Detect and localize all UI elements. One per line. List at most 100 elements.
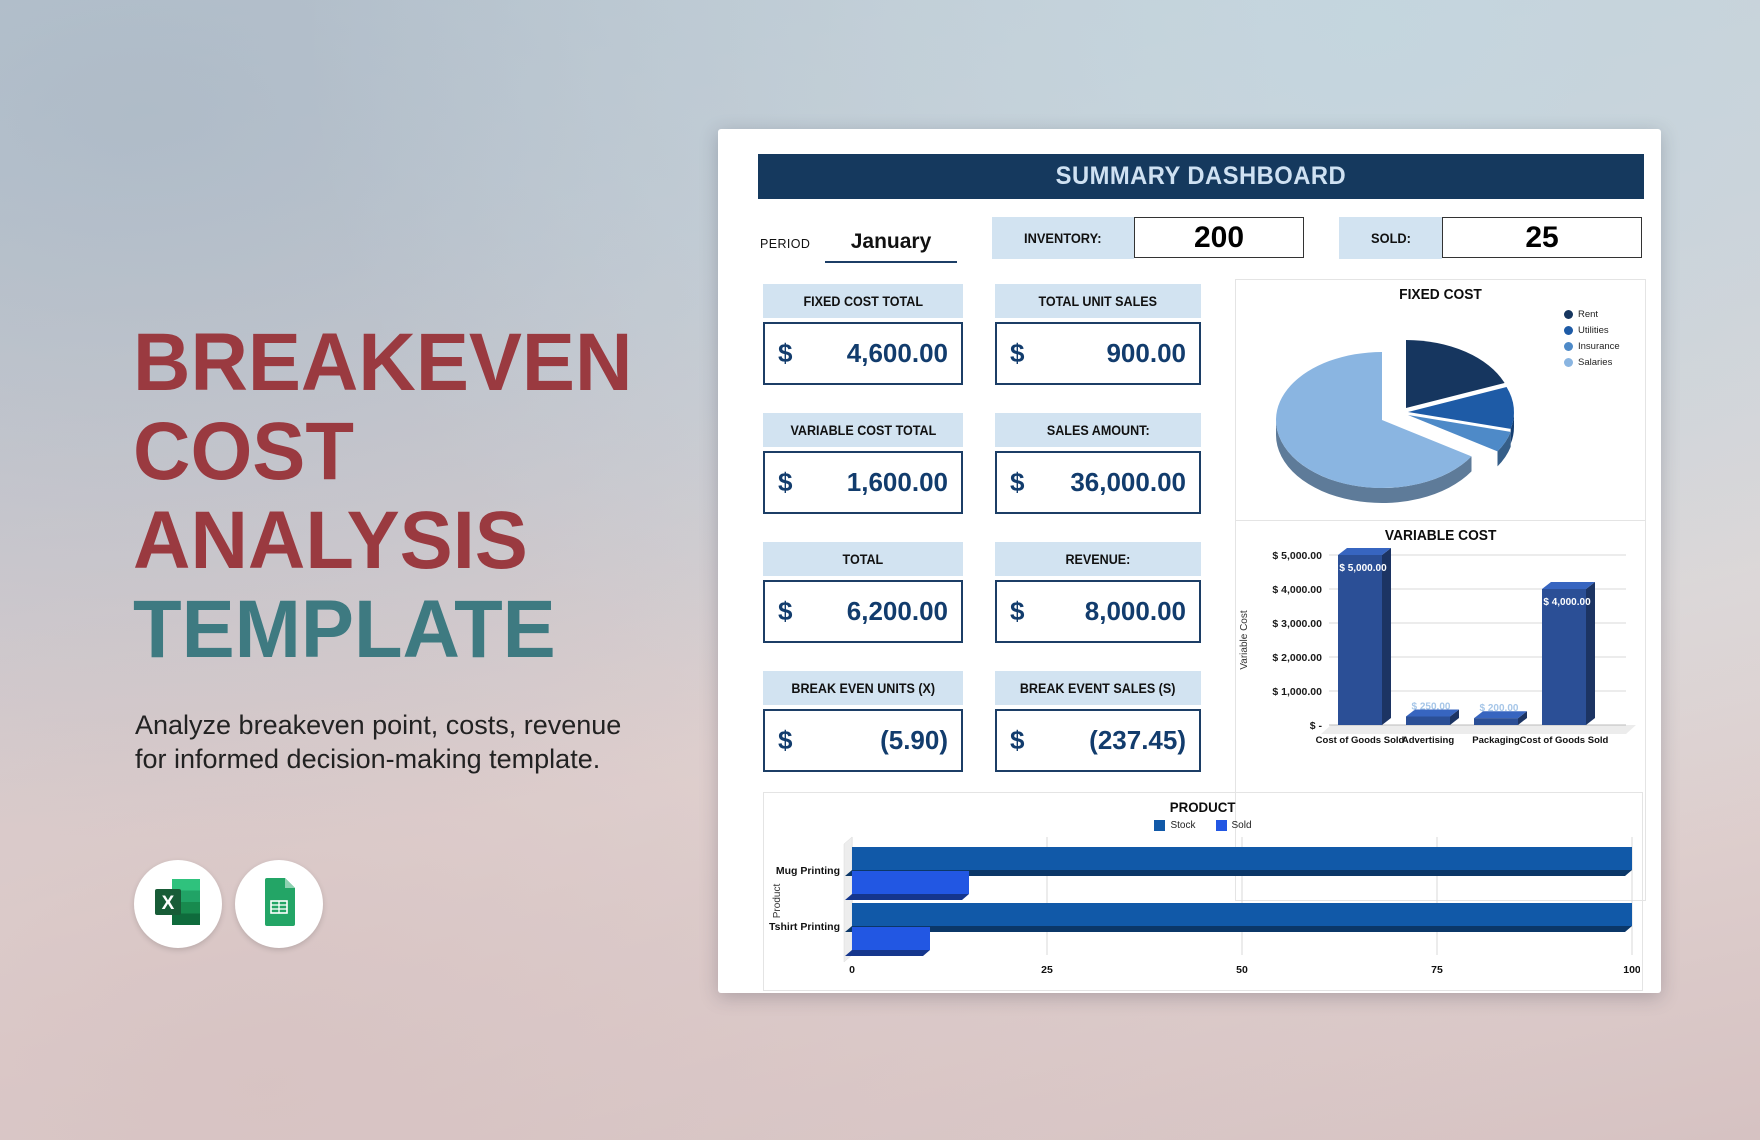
kpi-label: REVENUE: (995, 542, 1201, 576)
hero-title-line-1: BREAKEVEN (133, 317, 633, 408)
product-legend-item-stock: Stock (1154, 820, 1196, 831)
hero-title-line-4: TEMPLATE (133, 584, 556, 675)
kpi-variable-cost-total: VARIABLE COST TOTAL $ 1,600.00 (763, 413, 963, 514)
hbar-stock-mug-printing (852, 847, 1632, 870)
legend-label: Stock (1170, 820, 1196, 831)
kpi-label-text: TOTAL UNIT SALES (1038, 293, 1158, 309)
x-tick-label: 0 (849, 964, 855, 976)
bar-advertising (1406, 716, 1450, 725)
kpi-value-box: $ 4,600.00 (763, 322, 963, 385)
kpi-value-box: $ (5.90) (763, 709, 963, 772)
kpi-label: BREAK EVEN UNITS (X) (763, 671, 963, 705)
kpi-break-even-units: BREAK EVEN UNITS (X) $ (5.90) (763, 671, 963, 772)
currency-symbol: $ (778, 467, 793, 497)
kpi-amount: 8,000.00 (1084, 596, 1186, 626)
kpi-amount: 6,200.00 (846, 596, 948, 626)
pie-legend-item-rent: Rent (1564, 309, 1620, 320)
legend-label: Insurance (1578, 341, 1620, 352)
bar-data-label: $ 4,000.00 (1543, 597, 1591, 608)
pie-slice-salaries (1276, 352, 1472, 488)
pie-slice-utilities (1408, 386, 1514, 429)
kpi-value-box: $ 900.00 (995, 322, 1201, 385)
kpi-amount: (5.90) (880, 725, 948, 755)
bar-data-label: $ 200.00 (1480, 703, 1519, 714)
kpi-label-text: BREAK EVENT SALES (S) (1020, 680, 1176, 696)
fixed-cost-chart-title: FIXED COST (1236, 287, 1645, 303)
hero-description: Analyze breakeven point, costs, revenue … (135, 708, 621, 776)
legend-label: Salaries (1578, 357, 1613, 368)
legend-swatch (1154, 820, 1166, 831)
product-chart-title: PRODUCT (764, 799, 1642, 815)
kpi-total-unit-sales: TOTAL UNIT SALES $ 900.00 (995, 284, 1201, 385)
bar-top (1474, 711, 1527, 719)
chart-title-text: FIXED COST (1399, 287, 1482, 303)
sold-value-cell[interactable]: 25 (1442, 217, 1642, 258)
legend-swatch (1564, 358, 1573, 367)
category-label: Mug Printing (776, 865, 840, 877)
y-tick-label: $ 1,000.00 (1272, 686, 1322, 698)
product-legend: Stock Sold (764, 820, 1642, 831)
hbar-bottom-face (845, 870, 1632, 876)
chart-title-text: PRODUCT (1170, 799, 1236, 815)
y-tick-label: $ 2,000.00 (1272, 652, 1322, 664)
y-axis-title: Product (772, 884, 783, 919)
dashboard-header: SUMMARY DASHBOARD (758, 154, 1644, 199)
hbar-sold-mug-printing (852, 871, 969, 894)
charts-panel: FIXED COST Rent Utilities Insurance Salarie… (1235, 279, 1646, 901)
bar-top (1338, 548, 1391, 555)
dashboard-card: SUMMARY DASHBOARD PERIOD January INVENTO… (718, 129, 1661, 993)
kpi-label-text: SALES AMOUNT: (1046, 422, 1150, 438)
kpi-total: TOTAL $ 6,200.00 (763, 542, 963, 643)
kpi-amount: 36,000.00 (1070, 467, 1186, 497)
hero-title-line-2: COST (133, 406, 354, 497)
legend-swatch (1564, 326, 1573, 335)
hbar-stock-tshirt-printing (852, 903, 1632, 926)
excel-badge: X (134, 860, 222, 948)
bar-side (1450, 709, 1459, 725)
product-legend-item-sold: Sold (1215, 820, 1252, 831)
bar-top (1542, 582, 1595, 589)
x-category-label: Cost of Goods Sold (1316, 735, 1405, 746)
variable-cost-bar-chart: $ - $ 1,000.00 $ 2,000.00 $ 3,000.00 $ 4,000… (1239, 548, 1636, 746)
hbar-sold-tshirt-printing (852, 927, 930, 950)
x-category-label: Packaging (1472, 735, 1520, 746)
chart-title-text: VARIABLE COST (1384, 528, 1497, 544)
svg-text:X: X (162, 893, 175, 914)
bar-data-label: $ 250.00 (1412, 702, 1451, 713)
kpi-column-right: TOTAL UNIT SALES $ 900.00 SALES AMOUNT: … (995, 284, 1201, 800)
bar-side (1382, 548, 1391, 725)
kpi-sales-amount: SALES AMOUNT: $ 36,000.00 (995, 413, 1201, 514)
x-category-label: Advertising (1402, 735, 1454, 746)
legend-swatch (1564, 342, 1573, 351)
period-label: PERIOD (760, 237, 811, 251)
kpi-label: TOTAL UNIT SALES (995, 284, 1201, 318)
y-tick-label: $ 3,000.00 (1272, 618, 1322, 630)
product-bar-chart: 0 25 50 75 100 Mug Printing Tshirt Printing Pro… (769, 836, 1640, 976)
bar-side (1518, 711, 1527, 725)
legend-swatch (1564, 310, 1573, 319)
pie-legend-item-utilities: Utilities (1564, 325, 1620, 336)
hero-description-line-2: for informed decision-making template. (135, 744, 601, 774)
kpi-label-text: VARIABLE COST TOTAL (790, 422, 936, 438)
y-tick-label: $ 5,000.00 (1272, 550, 1322, 562)
legend-label: Sold (1231, 820, 1252, 831)
fixed-cost-pie-chart (1276, 340, 1514, 504)
kpi-value-box: $ 8,000.00 (995, 580, 1201, 643)
x-category-label: Cost of Goods Sold (1520, 735, 1609, 746)
kpi-label-text: TOTAL (842, 551, 884, 567)
inventory-value-cell[interactable]: 200 (1134, 217, 1304, 258)
kpi-label: FIXED COST TOTAL (763, 284, 963, 318)
pie-legend-item-salaries: Salaries (1564, 357, 1620, 368)
kpi-amount: (237.45) (1089, 725, 1186, 755)
pie-slice-insurance (1408, 415, 1511, 452)
kpi-break-event-sales: BREAK EVENT SALES (S) $ (237.45) (995, 671, 1201, 772)
legend-label: Utilities (1578, 325, 1609, 336)
inventory-label-text: INVENTORY: (1024, 230, 1102, 246)
period-value-cell[interactable]: January (825, 223, 957, 263)
kpi-value-box: $ 6,200.00 (763, 580, 963, 643)
inventory-label: INVENTORY: (992, 217, 1134, 259)
currency-symbol: $ (778, 725, 793, 755)
kpi-label: SALES AMOUNT: (995, 413, 1201, 447)
hbar-bottom-face (845, 926, 1632, 932)
